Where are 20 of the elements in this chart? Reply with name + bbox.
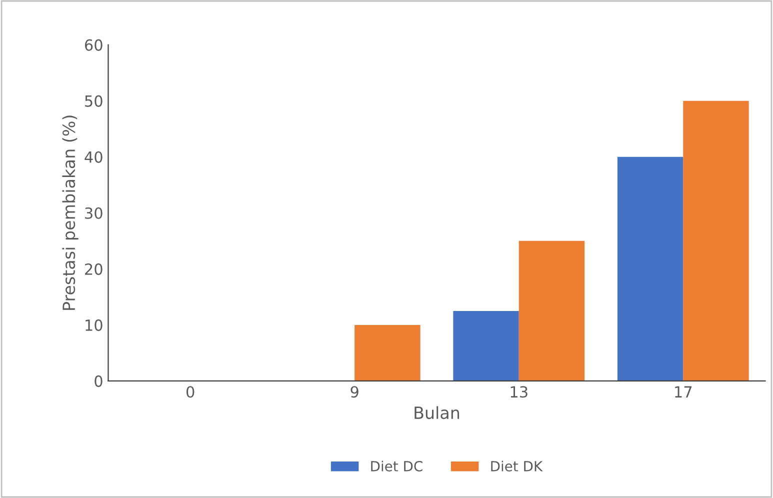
y-tick-label: 10 <box>86 319 102 331</box>
y-tick-label: 30 <box>85 207 102 219</box>
x-tick-label: 9 <box>350 386 358 398</box>
y-tick-label: 40 <box>84 151 102 163</box>
x-tick-label: 13 <box>510 386 528 398</box>
bar <box>354 324 420 381</box>
y-tick-label: 50 <box>85 95 102 107</box>
y-axis-title: Prestasi pembiakan (%) <box>62 116 78 310</box>
legend-label: Diet DK <box>491 460 543 472</box>
y-tick-label: 20 <box>85 263 102 275</box>
bar <box>683 100 749 381</box>
bar <box>453 310 519 381</box>
legend-label: Diet DC <box>371 460 422 472</box>
bar <box>617 156 684 381</box>
y-tick-label: 60 <box>84 39 102 51</box>
x-axis-title: Bulan <box>414 406 460 420</box>
x-tick-label: 17 <box>675 386 692 398</box>
x-tick-label: 0 <box>186 386 194 398</box>
bar <box>518 240 585 381</box>
y-tick-label: 0 <box>94 375 102 387</box>
